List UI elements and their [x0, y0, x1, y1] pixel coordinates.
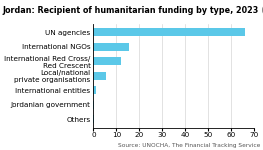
Text: Source: UNOCHA, The Financial Tracking Service: Source: UNOCHA, The Financial Tracking S… — [118, 144, 260, 148]
Bar — [93, 43, 129, 51]
Text: Jordan: Recipient of humanitarian funding by type, 2023: Jordan: Recipient of humanitarian fundin… — [3, 6, 259, 15]
Bar — [93, 28, 245, 36]
Bar — [93, 57, 121, 65]
Text: (% of total): (% of total) — [259, 6, 263, 15]
Bar — [93, 101, 94, 109]
Bar — [93, 86, 96, 94]
Bar — [93, 72, 106, 80]
Bar — [93, 116, 94, 123]
